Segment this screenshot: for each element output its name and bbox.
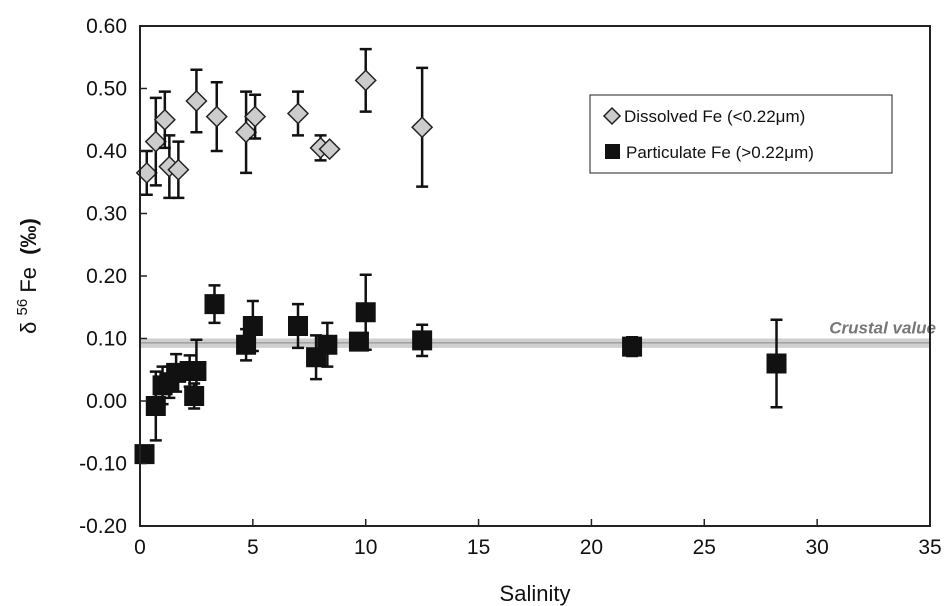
- dissolved-fe-point: [411, 116, 434, 139]
- y-axis-title-unit: (‰): [16, 218, 41, 255]
- dissolved-fe-point: [286, 102, 310, 125]
- legend-entry-particulate: Particulate Fe (>0.22μm): [626, 143, 814, 162]
- y-tick-label: -0.10: [79, 453, 127, 476]
- y-axis: -0.20 -0.10 0.00 0.10 0.20 0.30 0.40 0.50 0.60: [79, 15, 147, 538]
- y-axis-title-delta: δ: [16, 322, 41, 334]
- legend: Dissolved Fe (<0.22μm) Particulate Fe (>…: [589, 94, 893, 174]
- y-tick-label: 0.40: [86, 140, 127, 163]
- particulate-fe-point: [186, 361, 207, 381]
- x-tick-label: 10: [354, 536, 377, 559]
- legend-diamond-marker: [602, 106, 622, 126]
- x-tick-label: 25: [693, 536, 716, 559]
- dissolved-fe-point: [153, 108, 176, 131]
- particulate-fe-point: [412, 330, 433, 351]
- y-tick-label: 0.60: [86, 15, 127, 38]
- dissolved-fe-point: [167, 158, 190, 181]
- y-tick-label: 0.50: [86, 78, 127, 101]
- legend-box: [589, 94, 893, 174]
- particulate-fe-point: [317, 334, 338, 355]
- particulate-fe-point: [766, 353, 787, 374]
- particulate-fe-point: [145, 396, 166, 416]
- y-tick-label: 0.20: [86, 265, 127, 288]
- chart-marks: [134, 47, 787, 465]
- x-tick-label: 30: [805, 536, 828, 559]
- legend-square-marker: [605, 144, 620, 159]
- dissolved-fe-point: [318, 138, 341, 161]
- x-axis: 0 5 10 15 20 25 30 35: [134, 519, 942, 559]
- dissolved-fe-point: [354, 69, 377, 92]
- x-tick-label: 15: [467, 536, 490, 559]
- particulate-fe-point: [348, 331, 369, 352]
- y-tick-label: 0.10: [86, 328, 127, 351]
- particulate-fe-point: [242, 316, 263, 336]
- crustal-value-label: Crustal value: [829, 319, 936, 338]
- dissolved-fe-point: [185, 89, 208, 113]
- legend-entry-dissolved: Dissolved Fe (<0.22μm): [624, 107, 805, 126]
- dissolved-fe-point: [205, 105, 228, 128]
- dissolved-fe-point: [235, 121, 258, 144]
- x-tick-label: 5: [247, 536, 259, 559]
- y-axis-title-element: Fe: [16, 267, 41, 293]
- dissolved-fe-point: [244, 105, 267, 128]
- particulate-fe-point: [622, 336, 643, 357]
- y-axis-title: δ 56 Fe (‰): [7, 218, 41, 334]
- y-tick-label: -0.20: [79, 515, 127, 538]
- x-axis-title: Salinity: [500, 581, 571, 606]
- particulate-fe-point: [134, 444, 155, 465]
- y-tick-label: 0.00: [86, 390, 127, 413]
- particulate-fe-point: [204, 294, 225, 315]
- particulate-fe-point: [355, 302, 376, 323]
- x-tick-label: 0: [134, 536, 146, 559]
- y-tick-label: 0.30: [86, 203, 127, 226]
- x-tick-label: 20: [580, 536, 603, 559]
- x-tick-label: 35: [918, 536, 941, 559]
- y-axis-title-superscript: 56: [14, 299, 31, 316]
- particulate-fe-point: [288, 316, 308, 336]
